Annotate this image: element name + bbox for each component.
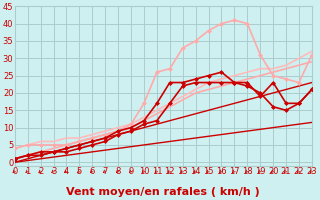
X-axis label: Vent moyen/en rafales ( km/h ): Vent moyen/en rafales ( km/h ) <box>67 187 260 197</box>
